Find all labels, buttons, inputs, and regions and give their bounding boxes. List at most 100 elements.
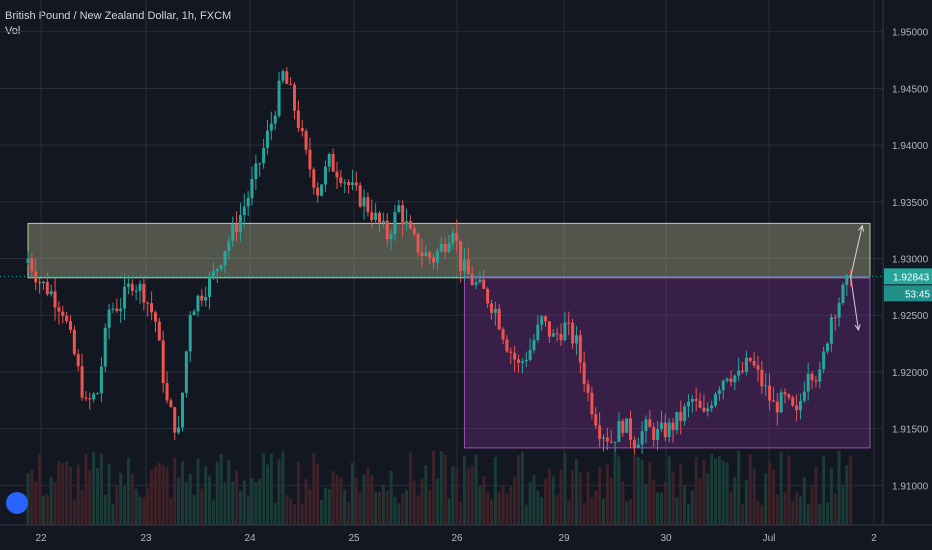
projection-up-arrow-line[interactable] — [850, 225, 863, 277]
y-tick-label: 1.94500 — [892, 84, 929, 95]
volume-bar — [544, 478, 548, 525]
volume-bar — [686, 503, 690, 525]
volume-bar — [748, 453, 752, 525]
candle-body — [169, 400, 173, 408]
candle-body — [88, 398, 92, 400]
candle-body — [694, 399, 698, 401]
volume-bar — [130, 473, 134, 525]
candle-body — [621, 421, 625, 433]
volume-bar — [829, 468, 833, 525]
candle-body — [721, 380, 725, 391]
volume-bar — [88, 469, 92, 525]
candle-body — [509, 351, 513, 353]
candle-body — [374, 212, 378, 221]
candle-body — [192, 311, 196, 316]
y-tick-label: 1.92500 — [892, 311, 929, 322]
candle-body — [119, 308, 123, 312]
volume-bar — [304, 479, 308, 525]
volume-bars — [26, 450, 853, 525]
volume-bar — [482, 476, 486, 525]
volume-bar — [273, 503, 277, 525]
volume-bar — [238, 491, 242, 525]
projection-down-arrow-line[interactable] — [850, 276, 859, 331]
projection-arrows — [850, 224, 865, 332]
volume-bar — [227, 459, 231, 525]
volume-bar — [343, 489, 347, 525]
volume-bar — [470, 465, 474, 525]
volume-bar — [200, 488, 204, 525]
candle-body — [547, 321, 551, 337]
volume-bar — [331, 470, 335, 525]
candle-body — [420, 252, 424, 256]
candle-body — [528, 350, 532, 360]
volume-bar — [505, 494, 509, 525]
volume-bar — [281, 451, 285, 525]
candle-body — [184, 351, 188, 393]
candle-body — [211, 271, 215, 277]
candle-body — [771, 400, 775, 402]
candle-body — [347, 182, 351, 185]
candle-body — [578, 335, 582, 363]
x-tick-label: 25 — [348, 533, 360, 544]
candle-body — [648, 419, 652, 428]
candle-body — [667, 422, 671, 438]
candle-body — [84, 397, 88, 399]
volume-bar — [621, 481, 625, 525]
volume-bar — [497, 492, 501, 525]
countdown-badge — [884, 285, 932, 302]
candle-body — [401, 205, 405, 225]
volume-bar — [787, 455, 791, 525]
volume-bar — [814, 466, 818, 525]
candle-body — [80, 366, 84, 398]
volume-bar — [231, 481, 235, 525]
volume-bar — [157, 462, 161, 525]
candle-body — [559, 334, 563, 341]
volume-bar — [752, 468, 756, 525]
candle-body — [714, 394, 718, 406]
candle-body — [331, 153, 335, 172]
volume-bar — [285, 495, 289, 525]
volume-bar — [103, 494, 107, 525]
candle-body — [92, 393, 96, 400]
candle-body — [505, 339, 509, 352]
volume-bar — [601, 498, 605, 525]
candle-body — [644, 419, 648, 432]
volume-bar — [254, 482, 258, 525]
y-tick-label: 1.93500 — [892, 198, 929, 209]
candle-body — [663, 422, 667, 438]
volume-bar — [150, 469, 154, 525]
grid-lines — [0, 0, 883, 525]
volume-bar — [115, 486, 119, 525]
candle-body — [798, 400, 802, 411]
candle-body — [725, 378, 729, 381]
volume-bar — [775, 494, 779, 525]
candle-body — [323, 166, 327, 185]
volume-bar — [667, 456, 671, 525]
candle-body — [161, 340, 165, 384]
volume-indicator-label[interactable]: Vol — [5, 25, 21, 37]
range-box-rect[interactable] — [463, 276, 871, 449]
candle-body — [455, 232, 459, 241]
candle-body — [358, 185, 362, 207]
volume-bar — [532, 475, 536, 525]
candle-body — [439, 243, 443, 252]
volume-bar — [783, 492, 787, 525]
volume-bar — [262, 453, 266, 525]
volume-bar — [68, 466, 72, 525]
candle-body — [752, 360, 756, 366]
candle-body — [165, 383, 169, 401]
candle-body — [99, 366, 103, 394]
candle-body — [462, 259, 466, 271]
candle-body — [779, 392, 783, 413]
volume-bar — [524, 504, 528, 525]
candle-body — [605, 437, 609, 442]
candle-body — [524, 359, 528, 362]
volume-bar — [119, 473, 123, 525]
volume-bar — [629, 499, 633, 525]
candle-body — [389, 234, 393, 240]
tradingview-logo-icon[interactable] — [6, 492, 28, 514]
candle-body — [748, 357, 752, 361]
candle-body — [208, 276, 212, 297]
volume-bar — [675, 497, 679, 525]
